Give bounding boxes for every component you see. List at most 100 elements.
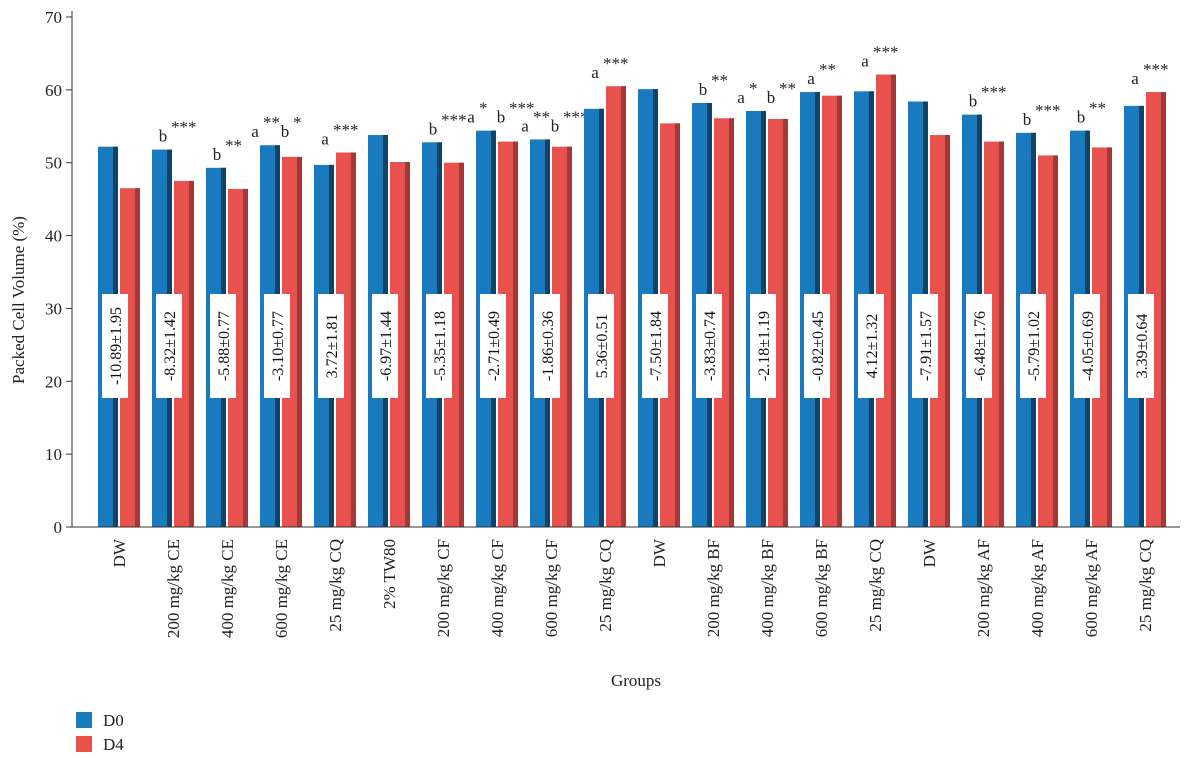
sig-letter: a bbox=[521, 116, 529, 135]
x-tick-label: 600 mg/kg CF bbox=[542, 539, 561, 637]
x-tick-label: 400 mg/kg BF bbox=[758, 539, 777, 637]
x-axis-title: Groups bbox=[611, 671, 661, 690]
x-tick-label: 25 mg/kg CQ bbox=[326, 539, 345, 632]
x-tick-label: 200 mg/kg AF bbox=[974, 539, 993, 637]
x-tick-label: DW bbox=[650, 538, 669, 567]
bar-group: -2.18±1.19 a * b ** bbox=[737, 79, 796, 527]
change-label: -6.48±1.76 bbox=[972, 311, 989, 381]
change-label-box bbox=[642, 294, 668, 398]
change-label-box bbox=[858, 294, 884, 398]
change-label: 5.36±0.51 bbox=[594, 314, 611, 379]
change-label-box bbox=[1020, 294, 1046, 398]
legend-label: D4 bbox=[103, 735, 124, 754]
bar-d4-shade bbox=[297, 156, 302, 527]
sig-stars: ** bbox=[711, 71, 728, 90]
sig-stars: *** bbox=[509, 99, 535, 118]
x-tick-label: 400 mg/kg CF bbox=[488, 539, 507, 637]
bar-d4-shade bbox=[1053, 155, 1058, 527]
legend-swatch bbox=[76, 712, 92, 728]
change-label-box bbox=[1074, 294, 1100, 398]
sig-stars: *** bbox=[1035, 101, 1061, 120]
sig-letter: b bbox=[429, 119, 438, 138]
sig-stars: * bbox=[479, 99, 488, 118]
change-label: -7.91±1.57 bbox=[918, 311, 935, 381]
x-tick-label: 600 mg/kg AF bbox=[1082, 539, 1101, 637]
bar-group: -0.82±0.45 a ** bbox=[800, 60, 842, 528]
bar-group: 5.36±0.51 a *** bbox=[584, 54, 629, 528]
sig-stars: *** bbox=[441, 110, 467, 129]
bar-group: -3.83±0.74 b ** bbox=[692, 71, 734, 528]
sig-stars: ** bbox=[1089, 99, 1106, 118]
x-tick-label: 200 mg/kg CF bbox=[434, 539, 453, 637]
sig-letter: b bbox=[497, 108, 506, 127]
change-label-box bbox=[750, 294, 776, 398]
change-label-box bbox=[966, 294, 992, 398]
bar-group: -8.32±1.42 b *** bbox=[152, 118, 197, 527]
sig-stars: ** bbox=[533, 107, 550, 126]
bar-d4-shade bbox=[1161, 92, 1166, 528]
x-tick-label: 600 mg/kg CE bbox=[272, 539, 291, 638]
sig-letter: a bbox=[861, 52, 869, 71]
change-label-box bbox=[156, 294, 182, 398]
sig-stars: *** bbox=[873, 43, 899, 62]
sig-stars: *** bbox=[563, 107, 589, 126]
change-label-box bbox=[102, 294, 128, 398]
change-label: -3.83±0.74 bbox=[702, 311, 719, 381]
bar-group: -6.48±1.76 b *** bbox=[962, 83, 1007, 528]
sig-stars: ** bbox=[779, 79, 796, 98]
change-label: -2.18±1.19 bbox=[756, 311, 773, 381]
change-label-box bbox=[912, 294, 938, 398]
change-label-box bbox=[480, 294, 506, 398]
y-tick-label: 20 bbox=[45, 372, 62, 391]
sig-letter: b bbox=[699, 80, 708, 99]
sig-letter: b bbox=[213, 145, 222, 164]
x-tick-label: 25 mg/kg CQ bbox=[596, 539, 615, 632]
sig-stars: * bbox=[293, 113, 302, 132]
sig-letter: a bbox=[807, 69, 815, 88]
sig-letter: a bbox=[1131, 69, 1139, 88]
x-tick-label: 400 mg/kg CE bbox=[218, 539, 237, 638]
change-label: 4.12±1.32 bbox=[864, 314, 881, 379]
x-tick-label: 25 mg/kg CQ bbox=[866, 539, 885, 632]
change-label: -5.88±0.77 bbox=[216, 311, 233, 381]
bar-group: -5.88±0.77 b ** bbox=[206, 136, 248, 528]
change-label-box bbox=[426, 294, 452, 398]
bar-d4-shade bbox=[675, 123, 680, 527]
change-label: -0.82±0.45 bbox=[810, 311, 827, 381]
change-label: -1.86±0.36 bbox=[540, 311, 557, 381]
change-label-box bbox=[372, 294, 398, 398]
change-label: 3.39±0.64 bbox=[1134, 314, 1151, 379]
bar-d4-shade bbox=[621, 86, 626, 527]
sig-letter: b bbox=[1077, 108, 1086, 127]
sig-stars: *** bbox=[333, 121, 359, 140]
bar-group: -3.10±0.77 a ** b * bbox=[251, 113, 302, 527]
bar-d4-shade bbox=[1107, 147, 1112, 527]
y-tick-label: 60 bbox=[45, 81, 62, 100]
change-label: -4.05±0.69 bbox=[1080, 311, 1097, 381]
sig-letter: b bbox=[1023, 110, 1032, 129]
change-label: -5.79±1.02 bbox=[1026, 311, 1043, 381]
bar-group: -1.86±0.36 a ** b *** bbox=[521, 107, 589, 527]
x-tick-label: DW bbox=[920, 538, 939, 567]
change-label-box bbox=[1128, 294, 1154, 398]
y-axis-title: Packed Cell Volume (%) bbox=[9, 216, 28, 384]
x-tick-label: 200 mg/kg CE bbox=[164, 539, 183, 638]
x-tick-label: 25 mg/kg CQ bbox=[1136, 539, 1155, 632]
bar-group: 3.72±1.81 a *** bbox=[314, 121, 359, 527]
sig-letter: b bbox=[969, 92, 978, 111]
change-label: -10.89±1.95 bbox=[108, 307, 125, 385]
bar-d4-shade bbox=[945, 135, 950, 527]
bar-d4-shade bbox=[351, 152, 356, 527]
change-label: -2.71±0.49 bbox=[486, 311, 503, 381]
sig-letter: a bbox=[737, 88, 745, 107]
sig-stars: *** bbox=[1143, 60, 1169, 79]
bar-d4-shade bbox=[135, 188, 140, 527]
change-label-box bbox=[534, 294, 560, 398]
bar-d4-shade bbox=[189, 180, 194, 527]
change-label: -7.50±1.84 bbox=[648, 311, 665, 381]
bar-group: -5.79±1.02 b *** bbox=[1016, 101, 1061, 528]
change-label-box bbox=[588, 294, 614, 398]
bar-group: -2.71±0.49 a * b *** bbox=[467, 99, 535, 528]
